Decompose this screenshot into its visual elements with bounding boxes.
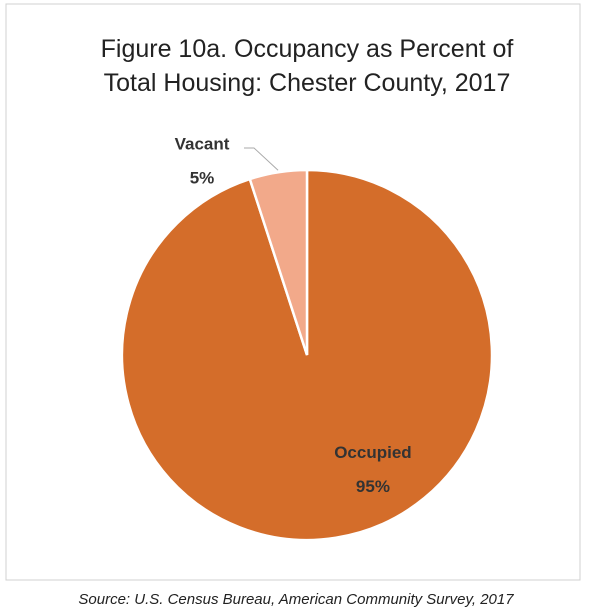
- slice-category-label: Vacant: [175, 134, 230, 153]
- chart-title: Figure 10a. Occupancy as Percent of Tota…: [100, 35, 514, 97]
- slice-value-label: 95%: [356, 477, 390, 496]
- pie-slice: [248, 168, 309, 356]
- source-note: Source: U.S. Census Bureau, American Com…: [78, 591, 514, 608]
- leader-line: [244, 147, 279, 171]
- slice-value-label: 5%: [190, 168, 215, 187]
- slice-category-label: Occupied: [334, 443, 411, 462]
- chart-border: [5, 3, 581, 581]
